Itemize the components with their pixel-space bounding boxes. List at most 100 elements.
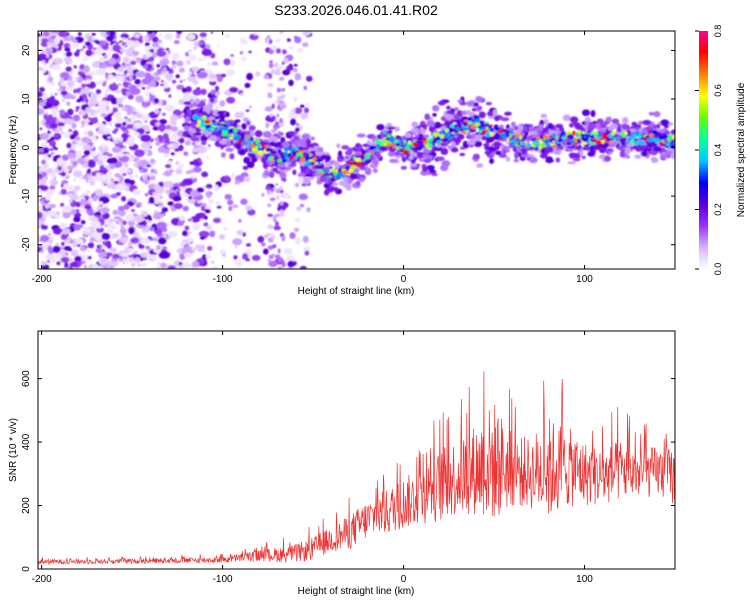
heatmap-cell: [170, 152, 175, 156]
heatmap-cell: [204, 119, 211, 124]
heatmap-cell: [121, 87, 128, 94]
heatmap-cell: [275, 68, 279, 73]
heatmap-cell: [287, 260, 295, 268]
spectrogram-y-axis-label: Frequency (Hz): [8, 116, 19, 185]
heatmap-cell: [93, 112, 97, 116]
heatmap-cell: [122, 147, 128, 152]
heatmap-cell: [270, 188, 274, 192]
heatmap-cell: [79, 208, 85, 213]
heatmap-cell: [120, 33, 129, 39]
heatmap-cell: [303, 85, 308, 91]
heatmap-cell: [150, 91, 155, 94]
heatmap-cell: [342, 170, 347, 175]
heatmap-cell: [275, 38, 281, 43]
heatmap-cell: [275, 195, 280, 199]
heatmap-cell: [292, 67, 298, 73]
heatmap-cell: [141, 220, 147, 227]
heatmap-cell: [180, 80, 183, 83]
spectrogram-x-tick-label: -200: [32, 274, 52, 285]
heatmap-cell: [96, 265, 103, 269]
heatmap-cell: [444, 137, 449, 142]
snr-x-axis-label: Height of straight line (km): [298, 586, 415, 597]
heatmap-cell: [503, 129, 508, 133]
heatmap-cell: [144, 76, 152, 84]
heatmap-cell: [298, 150, 305, 153]
heatmap-cell: [47, 245, 53, 252]
heatmap-cell: [459, 152, 466, 157]
heatmap-cell: [473, 140, 483, 148]
heatmap-cell: [57, 166, 62, 171]
heatmap-cell: [428, 143, 432, 149]
colorbar-tick-label: 0.4: [713, 144, 723, 157]
heatmap-cell: [167, 143, 174, 149]
heatmap-cell: [145, 51, 153, 58]
heatmap-cell: [262, 161, 268, 169]
heatmap-cell: [86, 249, 91, 253]
heatmap-cell: [113, 218, 119, 222]
heatmap-cell: [268, 157, 273, 161]
heatmap-cell: [108, 218, 115, 223]
heatmap-cell: [282, 49, 287, 55]
heatmap-cell: [344, 150, 352, 156]
heatmap-cell: [59, 109, 66, 116]
heatmap-cell: [182, 205, 190, 212]
heatmap-cell: [274, 118, 278, 122]
heatmap-cell: [624, 146, 630, 152]
heatmap-cell: [302, 235, 309, 244]
heatmap-cell: [255, 139, 260, 145]
heatmap-cell: [629, 128, 636, 133]
heatmap-cell: [588, 142, 596, 146]
heatmap-cell: [63, 118, 74, 125]
spectrogram-y-tick-label: 0: [21, 144, 32, 150]
heatmap-cell: [92, 195, 98, 202]
heatmap-cell: [264, 153, 271, 157]
heatmap-cell: [381, 142, 388, 147]
heatmap-cell: [298, 151, 303, 157]
heatmap-cell: [85, 72, 90, 76]
heatmap-cell: [650, 158, 659, 163]
heatmap-cell: [82, 175, 89, 180]
heatmap-cell: [82, 144, 92, 151]
heatmap-cell: [48, 73, 52, 78]
heatmap-cell: [89, 97, 94, 101]
heatmap-cell: [431, 140, 439, 144]
heatmap-cell: [205, 254, 212, 260]
heatmap-cell: [205, 183, 213, 189]
heatmap-cell: [41, 159, 47, 165]
heatmap-cell: [74, 51, 80, 57]
heatmap-cell: [445, 113, 453, 121]
heatmap-cell: [547, 122, 553, 129]
heatmap-cell: [89, 237, 95, 243]
heatmap-cell: [658, 142, 665, 145]
heatmap-cell: [158, 33, 163, 37]
heatmap-cell: [653, 146, 663, 152]
heatmap-cell: [66, 142, 72, 149]
heatmap-cell: [98, 40, 107, 47]
heatmap-cell: [304, 161, 310, 165]
heatmap-cell: [200, 205, 206, 212]
colorbar-tick-label: 0.0: [713, 263, 723, 276]
heatmap-cell: [444, 128, 450, 133]
heatmap-cell: [59, 222, 68, 230]
heatmap-cell: [161, 206, 169, 213]
heatmap-cell: [389, 158, 398, 163]
heatmap-cell: [184, 140, 191, 146]
heatmap-cell: [59, 87, 64, 92]
heatmap-cell: [74, 136, 81, 141]
heatmap-cell: [218, 126, 223, 132]
heatmap-cell: [213, 184, 220, 192]
heatmap-cell: [494, 115, 500, 122]
heatmap-cell: [146, 45, 152, 50]
heatmap-cell: [193, 166, 202, 173]
heatmap-cell: [268, 49, 274, 55]
heatmap-cell: [149, 158, 156, 164]
heatmap-cell: [173, 260, 182, 267]
heatmap-cell: [201, 171, 209, 178]
heatmap-cell: [130, 154, 134, 158]
heatmap-cell: [291, 151, 297, 154]
heatmap-cell: [196, 157, 201, 162]
heatmap-cell: [95, 136, 99, 139]
heatmap-cell: [167, 201, 174, 206]
heatmap-cell: [188, 49, 192, 53]
heatmap-cell: [317, 147, 324, 153]
